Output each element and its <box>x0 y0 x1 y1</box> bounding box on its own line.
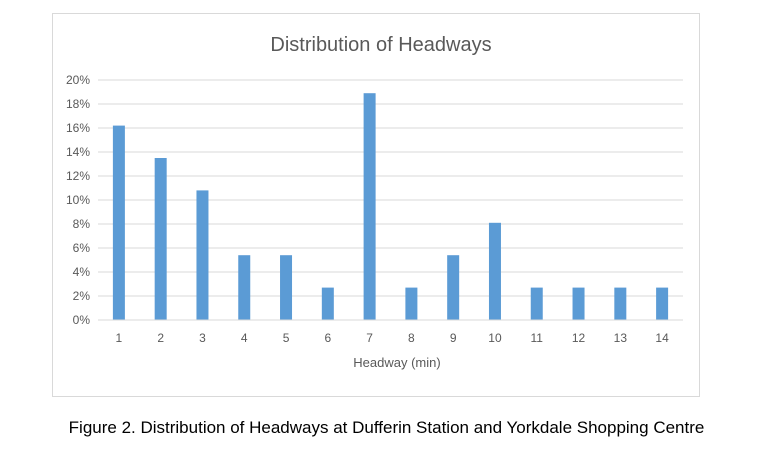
bars <box>112 93 669 320</box>
y-tick-label: 4% <box>73 265 91 279</box>
y-tick-label: 6% <box>73 241 91 255</box>
y-tick-label: 18% <box>66 97 90 111</box>
bar-13 <box>614 287 627 320</box>
bar-8 <box>405 287 418 320</box>
x-axis-label: Headway (min) <box>353 355 440 370</box>
chart-title: Distribution of Headways <box>270 34 491 56</box>
bar-9 <box>447 255 460 320</box>
x-tick-label: 3 <box>199 331 206 345</box>
bar-4 <box>238 255 251 320</box>
x-tick-label: 10 <box>488 331 502 345</box>
y-tick-label: 16% <box>66 121 90 135</box>
x-tick-label: 6 <box>324 331 331 345</box>
bar-5 <box>280 255 293 320</box>
y-tick-label: 2% <box>73 289 91 303</box>
bar-12 <box>572 287 585 320</box>
bar-6 <box>321 287 334 320</box>
bar-1 <box>112 125 125 320</box>
bar-chart: Distribution of Headways 0%2%4%6%8%10%12… <box>66 34 683 370</box>
bar-2 <box>154 158 167 320</box>
bar-3 <box>196 190 209 320</box>
x-tick-label: 11 <box>531 331 544 345</box>
x-tick-label: 1 <box>116 331 123 345</box>
figure-caption: Figure 2. Distribution of Headways at Du… <box>68 418 705 437</box>
x-tick-label: 8 <box>408 331 415 345</box>
x-tick-label: 5 <box>283 331 290 345</box>
y-tick-label: 12% <box>66 169 90 183</box>
bar-14 <box>656 287 669 320</box>
y-tick-label: 20% <box>66 73 90 87</box>
x-tick-label: 12 <box>572 331 586 345</box>
y-axis: 0% 2% 4% 6% 8% 10% 12% 14% 16% 18% 20% <box>66 73 90 327</box>
y-tick-label: 14% <box>66 145 90 159</box>
bar-10 <box>488 222 501 320</box>
x-tick-label: 13 <box>614 331 628 345</box>
x-tick-label: 9 <box>450 331 457 345</box>
bar-11 <box>530 287 543 320</box>
y-tick-label: 0% <box>73 313 91 327</box>
x-tick-label: 7 <box>366 331 373 345</box>
x-tick-label: 2 <box>157 331 164 345</box>
x-tick-label: 4 <box>241 331 248 345</box>
x-axis: 1 2 3 4 5 6 7 8 9 10 11 12 13 14 <box>98 319 683 345</box>
x-tick-label: 14 <box>655 331 669 345</box>
y-tick-label: 10% <box>66 193 90 207</box>
chart-area: Distribution of Headways 0% 2% 4% 6% 8% 10% 12… <box>52 13 700 397</box>
y-tick-label: 8% <box>73 217 91 231</box>
bar-7 <box>363 93 376 320</box>
gridlines <box>98 79 683 321</box>
